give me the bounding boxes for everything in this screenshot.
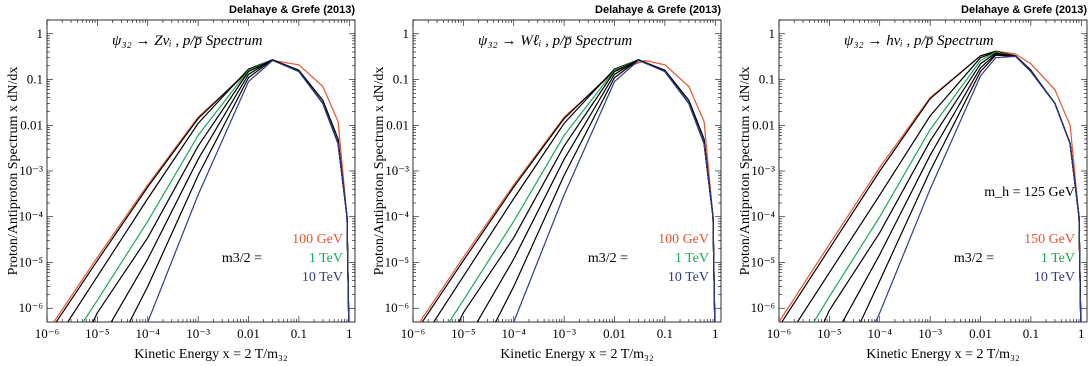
y-tick-label: 10⁻⁶ (19, 300, 43, 315)
y-tick-label: 10⁻³ (19, 163, 43, 178)
chart-title: ψ₃₂ → Wℓᵢ , p/p̅ Spectrum (478, 33, 632, 49)
chart-credit: Delahaye & Grefe (2013) (961, 4, 1087, 16)
axis-ticks (778, 19, 1087, 322)
series-line (781, 50, 1082, 322)
legend-prefix: m3/2 = (222, 251, 262, 266)
x-tick-label: 10⁻⁴ (502, 326, 527, 341)
x-tick-label: 0.01 (603, 326, 626, 341)
y-tick-label: 1 (37, 26, 44, 41)
series-line (779, 50, 1082, 322)
y-tick-label: 0.01 (386, 117, 409, 132)
y-tick-label: 10⁻⁴ (19, 209, 44, 224)
legend-entry: 1 TeV (675, 251, 709, 266)
series-line (55, 59, 350, 322)
chart-panel-2: 10⁻⁶ 10⁻⁵ 10⁻⁴ 10⁻³ 0.01 0.1 1 10⁻⁶ 10⁻⁵ 10⁻⁴ 10⁻³… (372, 4, 722, 362)
chart-title: ψ₃₂ → hνᵢ , p/p̅ Spectrum (844, 33, 994, 49)
x-tick-label: 1 (712, 326, 719, 341)
legend-entry: 100 GeV (658, 232, 709, 247)
series-line (82, 59, 350, 322)
legend-entry: 10 TeV (668, 270, 709, 285)
series-line (53, 59, 350, 322)
legend-entry: 1 TeV (309, 251, 343, 266)
x-tick-label: 10⁻⁶ (767, 326, 791, 341)
x-tick-label: 0.1 (291, 326, 307, 341)
x-tick-label: 1 (1078, 326, 1085, 341)
x-tick-label: 10⁻⁵ (85, 326, 109, 341)
y-tick-label: 10⁻⁵ (751, 254, 775, 269)
y-axis-label: Proton/Antiproton Spectrum x dN/dx (738, 67, 753, 276)
x-tick-label: 10⁻³ (186, 326, 210, 341)
y-tick-label: 10⁻⁵ (19, 254, 43, 269)
series-line (67, 59, 350, 322)
series-line (813, 51, 1082, 322)
x-axis-label: Kinetic Energy x = 2 T/m₃₂ (500, 347, 654, 362)
x-axis-label: Kinetic Energy x = 2 T/m₃₂ (134, 347, 288, 362)
x-tick-label: 10⁻⁴ (868, 326, 893, 341)
y-tick-label: 10⁻⁴ (385, 209, 410, 224)
series-line (513, 59, 716, 322)
x-tick-label: 0.01 (237, 326, 260, 341)
x-tick-label: 0.1 (657, 326, 673, 341)
y-tick-label: 1 (769, 26, 776, 41)
legend-entry: 10 TeV (1034, 270, 1075, 285)
y-tick-label: 0.1 (759, 72, 775, 87)
series-line (421, 59, 716, 322)
x-tick-label: 1 (346, 326, 353, 341)
x-tick-label: 10⁻³ (552, 326, 576, 341)
legend-entry: 1 TeV (1041, 251, 1075, 266)
y-tick-label: 10⁻⁶ (385, 300, 409, 315)
y-tick-label: 0.01 (20, 117, 43, 132)
y-tick-label: 10⁻³ (385, 163, 409, 178)
y-tick-label: 0.1 (393, 72, 409, 87)
chart-panel-1: 10⁻⁶ 10⁻⁵ 10⁻⁴ 10⁻³ 0.01 0.1 1 10⁻⁶ 10⁻⁵ 10⁻⁴ 10⁻³… (6, 4, 356, 362)
chart-credit: Delahaye & Grefe (2013) (229, 4, 355, 16)
legend-prefix: m3/2 = (954, 251, 994, 266)
x-tick-label: 0.01 (969, 326, 992, 341)
series-group (53, 59, 350, 322)
series-line (448, 59, 716, 322)
x-axis-label: Kinetic Energy x = 2 T/m₃₂ (866, 347, 1020, 362)
series-line (859, 54, 1082, 322)
series-group (779, 50, 1082, 322)
y-tick-label: 10⁻⁵ (385, 254, 409, 269)
legend-entry: 100 GeV (292, 232, 343, 247)
legend-entry: 10 TeV (302, 270, 343, 285)
chart-title: ψ₃₂ → Zνᵢ , p/p̅ Spectrum (112, 33, 263, 49)
axis-ticks (46, 19, 355, 322)
legend-note: m_h = 125 GeV (984, 185, 1075, 200)
y-tick-label: 1 (403, 26, 410, 41)
y-tick-label: 0.01 (752, 117, 775, 132)
x-tick-label: 10⁻⁶ (35, 326, 59, 341)
x-tick-label: 0.1 (1023, 326, 1039, 341)
y-tick-label: 10⁻⁶ (751, 300, 775, 315)
y-axis-label: Proton/Antiproton Spectrum x dN/dx (372, 67, 387, 276)
series-line (147, 59, 350, 322)
x-tick-label: 10⁻³ (918, 326, 942, 341)
x-tick-label: 10⁻⁵ (451, 326, 475, 341)
axis-ticks (412, 19, 721, 322)
legend-prefix: m3/2 = (588, 251, 628, 266)
y-tick-label: 0.1 (27, 72, 43, 87)
series-line (433, 59, 716, 322)
chart-panel-3: 10⁻⁶ 10⁻⁵ 10⁻⁴ 10⁻³ 0.01 0.1 1 10⁻⁶ 10⁻⁵ 10⁻⁴ 10⁻³… (738, 4, 1088, 362)
legend-entry: 150 GeV (1024, 232, 1075, 247)
series-line (419, 59, 716, 322)
y-tick-label: 10⁻³ (751, 163, 775, 178)
series-group (419, 59, 716, 322)
series-line (874, 55, 1082, 322)
x-tick-label: 10⁻⁴ (136, 326, 161, 341)
x-tick-label: 10⁻⁵ (817, 326, 841, 341)
y-axis-label: Proton/Antiproton Spectrum x dN/dx (6, 67, 21, 276)
chart-credit: Delahaye & Grefe (2013) (595, 4, 721, 16)
x-tick-label: 10⁻⁶ (401, 326, 425, 341)
y-tick-label: 10⁻⁴ (751, 209, 776, 224)
